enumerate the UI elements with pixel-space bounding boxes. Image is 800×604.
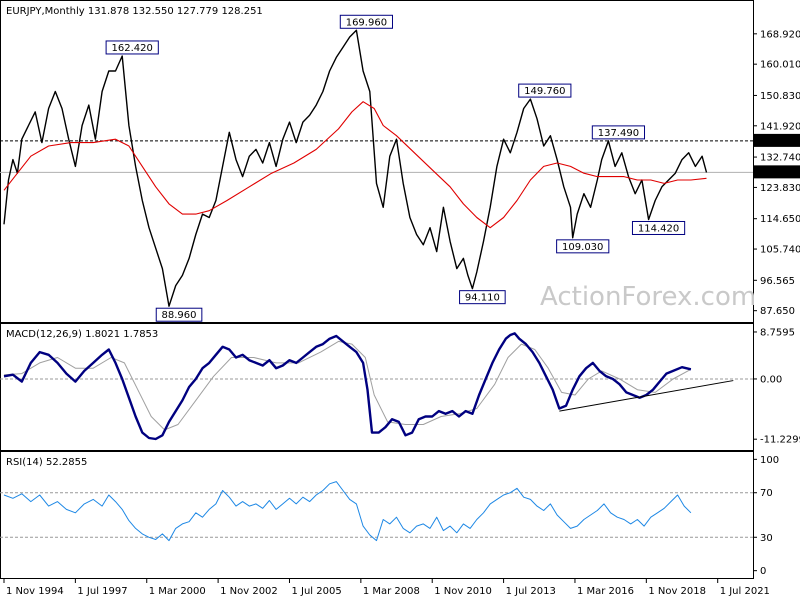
x-tick-label: 1 Jul 2005 [291, 586, 341, 597]
macd-line [3, 332, 692, 441]
macd-trendline [559, 380, 734, 412]
macd-y-tick-label: -11.2299 [760, 435, 800, 446]
macd-signal-line [3, 340, 692, 431]
annotation-box [556, 239, 610, 254]
annotation-label: 162.420 [112, 43, 153, 54]
rsi-y-tick-label: 30 [760, 533, 773, 544]
x-tick-label: 1 Jul 2013 [506, 586, 556, 597]
annotation-label: 137.490 [598, 128, 639, 139]
rsi-title: RSI(14) 52.2855 [6, 457, 87, 468]
price-y-tick-label: 150.830 [760, 91, 800, 102]
annotation-label: 169.960 [346, 17, 387, 28]
annotation-label: 88.960 [162, 310, 197, 321]
price-y-tick-label: 105.740 [760, 245, 800, 256]
ref-level-label: 137.490 [757, 136, 798, 147]
price-y-tick-label: 123.830 [760, 183, 800, 194]
price-y-tick-label: 160.010 [760, 60, 800, 71]
ref-level-tag [754, 133, 800, 147]
price-panel [0, 0, 754, 323]
rsi-y-tick-label: 100 [760, 455, 779, 466]
price-y-tick-label: 114.650 [760, 214, 800, 225]
x-tick-label: 1 Nov 1994 [6, 586, 64, 597]
macd-title: MACD(12,26,9) 1.8021 1.7853 [6, 329, 158, 340]
price-layer: 162.420 169.960 149.760 137.490 88.960 94.110… [0, 14, 753, 322]
x-tick-label: 1 Mar 2000 [149, 586, 206, 597]
x-tick-label: 1 Nov 2002 [220, 586, 278, 597]
price-y-tick-label: 132.740 [760, 153, 800, 164]
annotation-box [459, 290, 506, 305]
macd-layer [0, 332, 753, 441]
current-price-tag [754, 165, 800, 179]
watermark: ActionForex.com [540, 282, 756, 312]
moving-average-line [3, 101, 707, 229]
price-series-line [3, 29, 708, 307]
x-tick-label: 1 Nov 2018 [648, 586, 706, 597]
x-tick-label: 1 Mar 2008 [363, 586, 420, 597]
annotation-box [105, 40, 159, 55]
price-y-tick-label: 168.920 [760, 29, 800, 40]
x-tick-label: 1 Jul 1997 [77, 586, 127, 597]
macd-panel [0, 323, 754, 451]
x-tick-label: 1 Nov 2010 [434, 586, 492, 597]
axis-layer: 168.920 160.010 150.830 141.920 132.740 123.8… [3, 29, 800, 597]
annotation-label: 149.760 [524, 86, 565, 97]
macd-y-tick-label: 0.00 [760, 374, 782, 385]
rsi-line [3, 481, 692, 542]
annotation-label: 94.110 [465, 293, 500, 304]
annotation-label: 114.420 [638, 223, 679, 234]
price-y-tick-label: 87.650 [760, 306, 795, 317]
price-y-tick-label: 96.565 [760, 276, 795, 287]
price-title: EURJPY,Monthly 131.878 132.550 127.779 1… [6, 6, 263, 17]
rsi-y-tick-label: 70 [760, 488, 773, 499]
annotation-box [591, 125, 646, 140]
macd-y-tick-label: 8.7595 [760, 327, 795, 338]
annotation-label: 109.030 [562, 242, 603, 253]
rsi-panel [0, 451, 754, 579]
annotation-box [518, 83, 572, 98]
annotation-box [631, 220, 686, 235]
annotation-box [155, 307, 203, 322]
current-price-label: 128.251 [757, 168, 798, 179]
price-y-tick-label: 141.920 [760, 121, 800, 132]
rsi-y-tick-label: 0 [760, 566, 766, 577]
annotation-box [339, 14, 393, 29]
x-tick-label: 1 Jul 2021 [720, 586, 770, 597]
rsi-layer [0, 481, 753, 542]
x-tick-label: 1 Mar 2016 [577, 586, 634, 597]
